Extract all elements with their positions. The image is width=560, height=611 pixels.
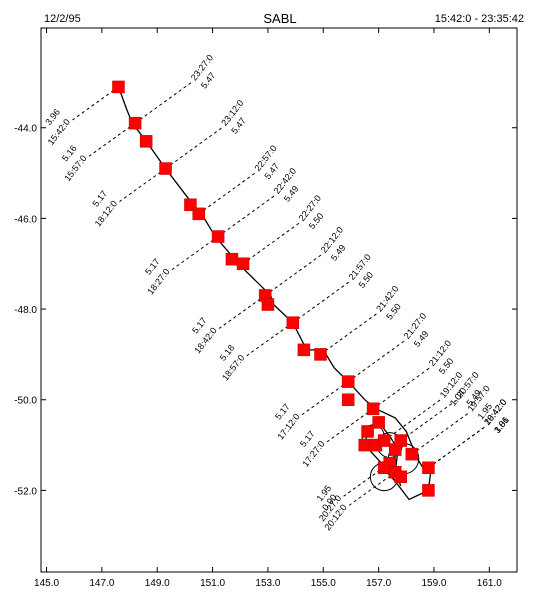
- marker-10: [261, 298, 275, 311]
- marker-group: [112, 80, 435, 497]
- x-tick-label-1: 147.0: [89, 578, 114, 589]
- leader-line-8: [242, 221, 302, 265]
- y-tick-label-1: -46.0: [14, 214, 37, 225]
- leader-line-18: [383, 398, 443, 441]
- leader-line-20: [411, 411, 471, 455]
- leader-line-19: [400, 398, 460, 441]
- marker-0: [112, 80, 125, 94]
- marker-16: [366, 402, 380, 416]
- leader-line-13: [320, 311, 379, 355]
- marker-6: [211, 230, 225, 243]
- leader-line-11: [292, 280, 352, 324]
- marker-15: [341, 393, 355, 406]
- x-tick-label-7: 159.0: [421, 578, 446, 589]
- marker-11: [286, 316, 300, 329]
- marker-21: [377, 434, 391, 447]
- leader-line-12: [246, 322, 294, 357]
- x-tick-label-3: 151.0: [200, 578, 225, 589]
- leader-lines: [72, 80, 487, 506]
- y-tick-label-4: -52.0: [14, 486, 37, 497]
- marker-30: [422, 484, 435, 497]
- marker-1: [128, 116, 142, 130]
- marker-8: [236, 257, 250, 270]
- marker-26: [377, 461, 391, 474]
- x-tick-label-8: 161.0: [477, 578, 502, 589]
- annotation-labels: 15:42:03.9623:27:05.4715:57:05.1623:12:0…: [43, 53, 510, 533]
- plot-frame: [40, 27, 518, 573]
- marker-29: [422, 461, 435, 474]
- y-tick-label-0: -44.0: [14, 124, 37, 135]
- header-date: 12/2/95: [44, 13, 81, 25]
- x-axis: 145.0 147.0 149.0 151.0 153.0 155.0 157.0 159.0…: [34, 28, 502, 589]
- marker-7: [225, 252, 239, 266]
- leader-line-1: [134, 80, 194, 124]
- y-tick-label-2: -48.0: [14, 305, 37, 316]
- x-tick-label-5: 155.0: [311, 578, 336, 589]
- leader-line-7: [171, 236, 219, 270]
- leader-line-24: [348, 471, 396, 506]
- marker-5: [192, 207, 205, 221]
- y-axis: -44.0 -46.0 -48.0 -50.0 -52.0: [14, 124, 517, 497]
- marker-14: [341, 375, 355, 388]
- marker-23: [394, 434, 408, 447]
- x-tick-label-0: 145.0: [34, 578, 59, 589]
- page-title: SABL: [263, 11, 297, 26]
- marker-18: [361, 425, 374, 438]
- leader-line-14: [347, 339, 407, 383]
- x-tick-label-6: 157.0: [366, 578, 391, 589]
- leader-line-0: [72, 86, 119, 121]
- leader-line-9: [264, 253, 324, 296]
- header-time-range: 15:42:0 - 23:35:42: [434, 13, 524, 25]
- marker-13: [314, 348, 327, 361]
- leader-line-2: [88, 122, 136, 157]
- marker-3: [159, 162, 172, 175]
- leader-line-6: [217, 194, 277, 237]
- leader-line-4: [119, 168, 166, 202]
- x-tick-label-2: 149.0: [145, 578, 170, 589]
- marker-17: [372, 416, 385, 429]
- marker-24: [405, 447, 419, 461]
- y-tick-label-3: -50.0: [14, 396, 37, 407]
- leader-line-3: [165, 126, 224, 169]
- leader-line-5: [198, 171, 258, 215]
- marker-28: [394, 470, 408, 484]
- x-tick-label-4: 153.0: [255, 578, 280, 589]
- leader-line-10: [218, 295, 266, 329]
- leader-line-16: [372, 366, 432, 410]
- marker-19: [358, 438, 372, 452]
- leader-line-15: [301, 381, 349, 416]
- marker-12: [297, 343, 311, 357]
- leader-line-22: [428, 425, 487, 469]
- marker-2: [139, 135, 153, 148]
